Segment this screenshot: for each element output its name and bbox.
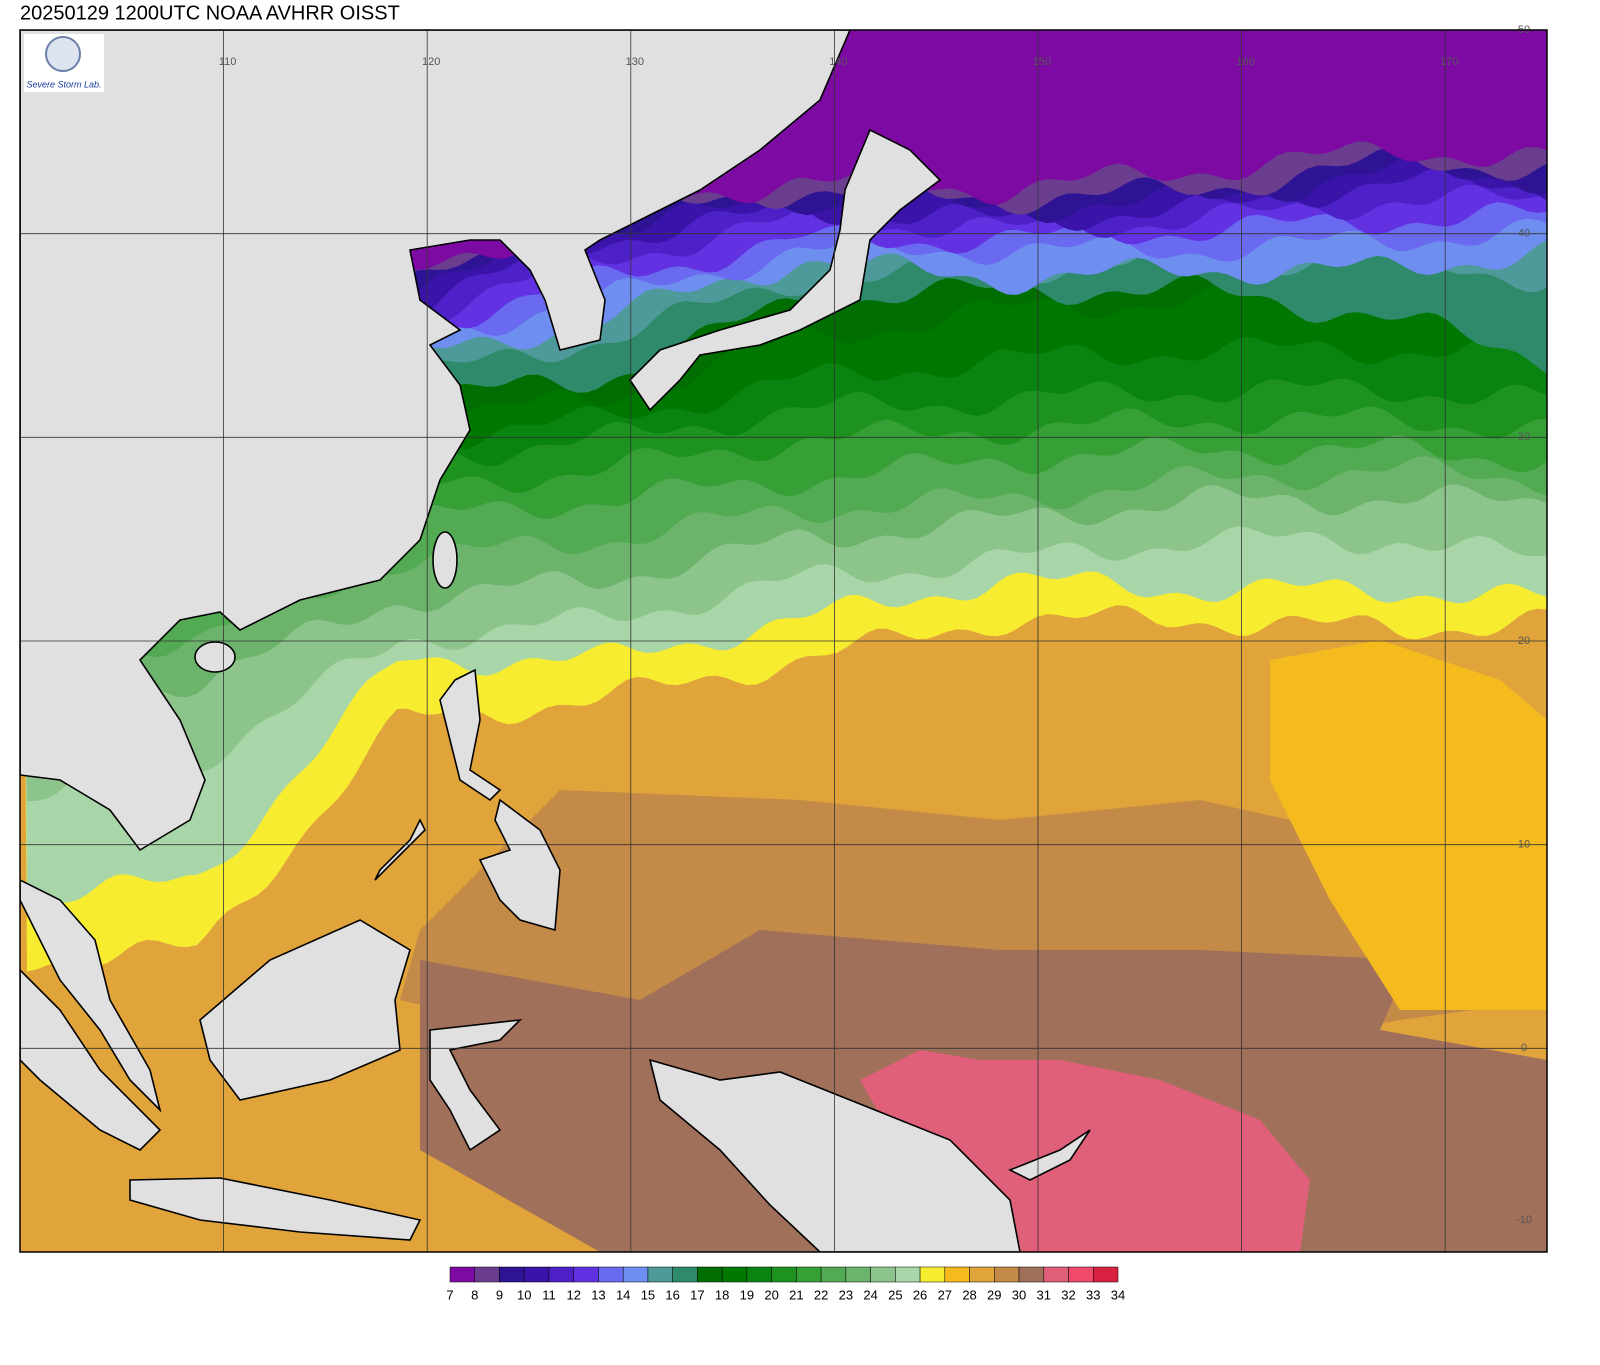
colorbar-box: [1093, 1266, 1119, 1283]
lon-label: 140: [829, 56, 847, 68]
new-guinea: [648, 1058, 1021, 1252]
sulawesi: [429, 1018, 523, 1152]
new-britain: [1008, 1129, 1091, 1181]
colorbar-box: [1043, 1266, 1069, 1283]
colorbar-label: 31: [1037, 1287, 1051, 1302]
colorbar-label: 27: [938, 1287, 952, 1302]
colorbar-box: [771, 1266, 797, 1283]
luzon: [439, 668, 502, 802]
taiwan: [432, 531, 458, 589]
logo: Severe Storm Lab.: [24, 34, 104, 92]
colorbar-box: [796, 1266, 822, 1283]
colorbar-box: [573, 1266, 599, 1283]
colorbar-label: 15: [641, 1287, 655, 1302]
lat-label: -10: [1516, 1214, 1532, 1226]
hainan: [194, 641, 236, 673]
colorbar-label: 16: [665, 1287, 679, 1302]
logo-text: Severe Storm Lab.: [26, 79, 101, 89]
colorbar-box: [845, 1266, 871, 1283]
colorbar-label: 10: [517, 1287, 531, 1302]
colorbar-label: 24: [863, 1287, 877, 1302]
map-frame: [19, 29, 1548, 1253]
asia: [20, 30, 851, 852]
colorbar-label: 11: [542, 1287, 556, 1302]
colorbar-box: [994, 1266, 1020, 1283]
land: [20, 30, 1091, 1252]
sst-region: [1270, 640, 1547, 1010]
lon-label: 110: [219, 56, 237, 68]
colorbar-label: 12: [566, 1287, 580, 1302]
colorbar-box: [622, 1266, 649, 1283]
colorbar-label: 19: [740, 1287, 754, 1302]
colorbar: 7 8 9 10 11 12 13 14 15 16 17 18 19 20 21 22 23 24 25 26 27 2…: [446, 1266, 1125, 1302]
colorbar-label: 23: [839, 1287, 853, 1302]
colorbar-label: 32: [1061, 1287, 1075, 1302]
colorbar-label: 18: [715, 1287, 729, 1302]
colorbar-box: [548, 1266, 574, 1283]
colorbar-label: 29: [987, 1287, 1001, 1302]
colorbar-box: [820, 1266, 847, 1283]
colorbar-label: 7: [446, 1287, 453, 1302]
colorbar-label: 17: [690, 1287, 704, 1302]
lon-label: 160: [1236, 56, 1254, 68]
borneo: [199, 919, 411, 1101]
colorbar-box: [870, 1266, 896, 1283]
sumatra: [20, 968, 162, 1151]
lat-label: 20: [1518, 635, 1530, 647]
colorbar-label: 26: [913, 1287, 927, 1302]
visayas-mindanao: [478, 798, 561, 932]
colorbar-label: 14: [616, 1287, 630, 1302]
colorbar-label: 28: [962, 1287, 976, 1302]
colorbar-label: 34: [1111, 1287, 1125, 1302]
colorbar-label: 20: [764, 1287, 778, 1302]
colorbar-label: 13: [591, 1287, 605, 1302]
colorbar-box: [944, 1266, 970, 1283]
lon-label: 170: [1440, 56, 1458, 68]
colorbar-box: [523, 1266, 550, 1283]
lon-label: 130: [626, 56, 644, 68]
colorbar-label: 9: [496, 1287, 503, 1302]
colorbar-box: [1018, 1266, 1045, 1283]
colorbar-box: [449, 1266, 475, 1283]
colorbar-box: [647, 1266, 673, 1283]
colorbar-label: 21: [789, 1287, 803, 1302]
colorbar-box: [969, 1266, 995, 1283]
lon-label: 120: [422, 56, 440, 68]
lat-label: 30: [1518, 431, 1530, 443]
lat-label: 0: [1521, 1042, 1527, 1054]
japan: [628, 128, 942, 412]
palawan: [374, 818, 426, 881]
java: [129, 1177, 422, 1241]
colorbar-label: 33: [1086, 1287, 1100, 1302]
colorbar-box: [499, 1266, 525, 1283]
lat-label: 10: [1518, 839, 1530, 851]
colorbar-label: 22: [814, 1287, 828, 1302]
colorbar-box: [895, 1266, 921, 1283]
colorbar-box: [672, 1266, 698, 1283]
colorbar-box: [697, 1266, 723, 1283]
logo-emblem: [45, 36, 81, 72]
colorbar-box: [746, 1266, 772, 1283]
colorbar-box: [598, 1266, 624, 1283]
lon-label: 150: [1033, 56, 1051, 68]
map-title: 20250129 1200UTC NOAA AVHRR OISST: [20, 2, 400, 24]
colorbar-label: 25: [888, 1287, 902, 1302]
colorbar-box: [1068, 1266, 1094, 1283]
colorbar-label: 30: [1012, 1287, 1026, 1302]
colorbar-box: [721, 1266, 748, 1283]
colorbar-box: [474, 1266, 500, 1283]
lat-label: 40: [1518, 228, 1530, 240]
colorbar-label: 8: [471, 1287, 478, 1302]
malay-peninsula: [20, 879, 162, 1113]
colorbar-box: [919, 1266, 946, 1283]
